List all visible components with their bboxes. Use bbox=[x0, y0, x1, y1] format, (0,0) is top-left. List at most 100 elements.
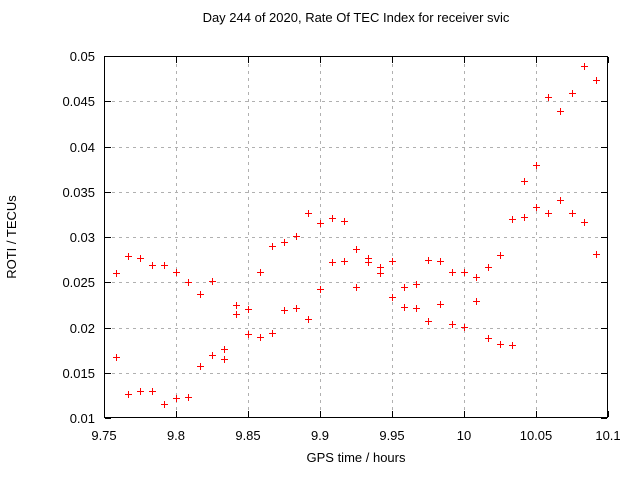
data-point bbox=[305, 316, 313, 324]
data-point bbox=[137, 387, 144, 395]
y-tick-label: 0.045 bbox=[62, 94, 95, 110]
chart-title: Day 244 of 2020, Rate Of TEC Index for r… bbox=[202, 10, 510, 25]
x-tick-mark bbox=[176, 57, 177, 63]
data-point bbox=[245, 330, 252, 338]
data-point bbox=[436, 258, 444, 266]
data-point bbox=[256, 333, 264, 341]
x-axis-label: GPS time / hours bbox=[306, 450, 406, 465]
x-tick-mark bbox=[176, 411, 177, 417]
data-point bbox=[292, 305, 300, 313]
y-tick-label: 0.02 bbox=[69, 320, 95, 336]
y-tick-mark bbox=[105, 191, 111, 193]
data-point bbox=[544, 93, 552, 101]
data-point bbox=[533, 204, 540, 212]
y-tick-mark bbox=[105, 101, 111, 103]
data-point bbox=[353, 245, 360, 253]
gridline-horizontal bbox=[105, 237, 607, 238]
data-point bbox=[413, 304, 421, 312]
data-point bbox=[544, 210, 552, 218]
data-point bbox=[377, 263, 385, 271]
y-tick-mark bbox=[105, 146, 111, 148]
data-point bbox=[485, 335, 493, 343]
data-point bbox=[184, 394, 192, 402]
data-point bbox=[569, 90, 576, 98]
y-tick-label: 0.025 bbox=[62, 275, 95, 291]
data-point bbox=[125, 253, 133, 260]
x-tick-mark bbox=[248, 411, 249, 417]
data-point bbox=[580, 62, 588, 70]
data-point bbox=[389, 257, 396, 265]
data-point bbox=[508, 341, 516, 349]
y-tick-mark bbox=[601, 282, 607, 284]
gridline-horizontal bbox=[105, 327, 607, 329]
data-point bbox=[497, 340, 504, 348]
y-tick-mark bbox=[601, 418, 607, 419]
data-point bbox=[449, 269, 457, 277]
data-point bbox=[197, 363, 205, 371]
data-point bbox=[173, 395, 180, 403]
data-point bbox=[281, 239, 288, 247]
x-tick-label: 10 bbox=[456, 428, 472, 443]
y-tick-label: 0.01 bbox=[69, 411, 95, 426]
data-point bbox=[317, 285, 324, 293]
data-point bbox=[557, 108, 565, 116]
data-point bbox=[125, 390, 133, 398]
data-point bbox=[328, 259, 336, 267]
x-tick-mark bbox=[320, 57, 321, 63]
data-point bbox=[472, 298, 480, 306]
data-point bbox=[328, 214, 336, 222]
data-point bbox=[461, 323, 468, 331]
data-point bbox=[269, 329, 277, 337]
y-axis-label: ROTI / TECUs bbox=[4, 195, 19, 279]
y-tick-mark bbox=[105, 237, 111, 238]
data-point bbox=[436, 300, 444, 308]
data-point bbox=[148, 262, 156, 270]
y-tick-mark bbox=[601, 372, 607, 374]
x-tick-mark bbox=[536, 57, 537, 63]
x-tick-label: 9.9 bbox=[310, 428, 330, 443]
x-tick-label: 9.75 bbox=[91, 428, 117, 443]
data-point bbox=[245, 306, 252, 314]
data-point bbox=[173, 269, 180, 277]
x-tick-mark bbox=[104, 411, 105, 417]
data-point bbox=[449, 320, 457, 328]
y-tick-mark bbox=[105, 327, 111, 329]
x-tick-mark bbox=[464, 411, 465, 417]
data-point bbox=[425, 318, 432, 326]
gridline-horizontal bbox=[105, 191, 607, 193]
data-point bbox=[364, 254, 372, 262]
y-tick-label: 0.04 bbox=[69, 139, 95, 155]
y-tick-label: 0.015 bbox=[62, 365, 95, 381]
data-point bbox=[209, 351, 216, 359]
data-point bbox=[425, 256, 432, 264]
data-point bbox=[137, 254, 144, 262]
data-point bbox=[353, 283, 360, 291]
data-point bbox=[533, 161, 540, 169]
data-point bbox=[400, 283, 408, 291]
data-point bbox=[305, 210, 313, 218]
data-point bbox=[461, 269, 468, 277]
data-point bbox=[161, 401, 169, 409]
x-tick-label: 9.85 bbox=[235, 428, 261, 443]
data-point bbox=[593, 76, 601, 84]
data-point bbox=[233, 310, 241, 318]
data-point bbox=[557, 196, 565, 204]
gridline-horizontal bbox=[105, 101, 607, 103]
plot-area bbox=[104, 56, 609, 419]
y-tick-mark bbox=[105, 418, 111, 419]
data-point bbox=[233, 301, 241, 309]
x-tick-mark bbox=[320, 411, 321, 417]
data-point bbox=[580, 218, 588, 226]
data-point bbox=[400, 303, 408, 311]
x-tick-mark bbox=[608, 57, 609, 63]
data-point bbox=[521, 214, 529, 222]
y-tick-mark bbox=[601, 237, 607, 238]
gridline-horizontal bbox=[105, 372, 607, 374]
y-tick-mark bbox=[105, 372, 111, 374]
y-tick-mark bbox=[601, 56, 607, 57]
y-tick-label: 0.03 bbox=[69, 230, 95, 245]
gridline-horizontal bbox=[105, 146, 607, 148]
data-point bbox=[209, 278, 216, 286]
x-tick-mark bbox=[536, 411, 537, 417]
